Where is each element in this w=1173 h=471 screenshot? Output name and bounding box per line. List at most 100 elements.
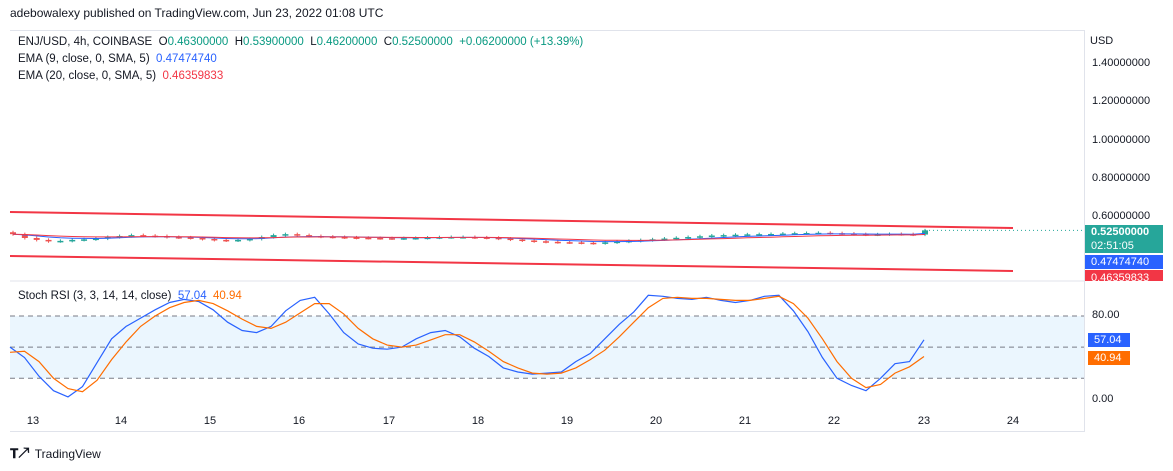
ema20-legend: EMA (20, close, 0, SMA, 5) 0.46359833: [18, 70, 223, 82]
currency-label: USD: [1090, 35, 1114, 47]
x-tick: 15: [203, 415, 217, 427]
candle-body: [768, 233, 775, 236]
rsi-tick-80: 80.00: [1092, 309, 1120, 321]
candle-body: [566, 242, 573, 244]
ohlc-close-label: C: [383, 36, 393, 48]
candle-body: [578, 242, 585, 244]
ema9-label: EMA (9, close, 0, SMA, 5): [18, 53, 150, 65]
ohlc-low-value: 0.46200000: [316, 36, 378, 48]
candle-body: [92, 238, 99, 241]
footer-brand[interactable]: 𝐓↗ TradingView: [10, 446, 101, 462]
candle-body: [424, 237, 431, 240]
candle-body: [223, 239, 230, 242]
candle-body: [353, 237, 360, 239]
x-tick: 17: [382, 415, 396, 427]
candle-body: [791, 233, 798, 235]
x-tick: 18: [471, 415, 485, 427]
ema20-price-tag: 0.46359833: [1085, 270, 1163, 281]
ohlc-low-label: L: [310, 36, 317, 48]
candle-body: [175, 237, 182, 239]
price-tick: 1.40000000: [1092, 57, 1151, 69]
candle-body: [661, 238, 668, 241]
ema20-line: [12, 233, 926, 241]
candle-body: [483, 237, 490, 239]
candle-body: [377, 237, 384, 240]
tradingview-logo-icon: 𝐓↗: [10, 446, 29, 461]
chart-frame: [10, 30, 1085, 432]
candle-body: [602, 242, 609, 244]
candle-body: [708, 235, 715, 238]
candle-body: [744, 234, 751, 236]
candle-body: [270, 235, 277, 238]
stoch-d-tag: 40.94: [1088, 351, 1130, 365]
candle-body: [81, 239, 88, 241]
last-price-value: 0.52500000: [1091, 226, 1150, 238]
x-tick: 13: [26, 415, 40, 427]
candle-body: [45, 239, 52, 242]
price-tick: 0.60000000: [1092, 210, 1151, 222]
candle-body: [329, 236, 336, 239]
price-tick: 1.20000000: [1092, 95, 1151, 107]
candle-body: [57, 240, 64, 243]
publish-line: adebowalexy published on TradingView.com…: [10, 6, 384, 20]
ema9-price-tag: 0.47474740: [1085, 255, 1163, 269]
symbol-legend: ENJ/USD, 4h, COINBASE O0.46300000 H0.539…: [18, 36, 583, 48]
symbol-label: ENJ/USD, 4h, COINBASE: [18, 36, 153, 48]
candle-body: [246, 238, 253, 241]
candle-body: [803, 233, 810, 235]
candle-body: [69, 239, 76, 242]
candle-body: [306, 235, 313, 237]
x-tick: 16: [292, 415, 306, 427]
brand-label: TradingView: [34, 447, 101, 461]
candle-body: [10, 232, 16, 235]
x-tick: 23: [917, 415, 931, 427]
candle-body: [756, 234, 763, 236]
candle-body: [732, 234, 739, 237]
x-tick: 14: [114, 415, 128, 427]
candle-body: [507, 238, 514, 241]
ohlc-high-label: H: [234, 36, 244, 48]
candle-body: [815, 232, 822, 235]
candle-body: [128, 235, 135, 237]
x-tick: 20: [649, 415, 663, 427]
rsi-tick-0: 0.00: [1092, 393, 1114, 405]
stoch-k-value: 57.04: [177, 290, 207, 302]
price-tick: 1.00000000: [1092, 134, 1151, 146]
stoch-k-tag: 57.04: [1088, 333, 1130, 347]
candle-body: [400, 238, 407, 240]
candle-body: [389, 238, 396, 240]
channel-lower-line: [9, 255, 1014, 272]
candle-body: [554, 241, 561, 244]
candle-body: [696, 236, 703, 238]
candle-body: [140, 235, 147, 237]
candle-body: [341, 237, 348, 239]
x-tick: 21: [738, 415, 752, 427]
candle-body: [235, 239, 242, 242]
candle-body: [590, 242, 597, 245]
ohlc-open-value: 0.46300000: [167, 36, 229, 48]
ema20-value: 0.46359833: [162, 70, 224, 82]
candle-body: [211, 238, 218, 241]
stoch-label: Stoch RSI (3, 3, 14, 14, close): [18, 290, 172, 302]
candle-body: [673, 237, 680, 240]
candle-body: [187, 237, 194, 239]
ohlc-close-value: 0.52500000: [392, 36, 453, 48]
price-tick: 0.80000000: [1092, 172, 1151, 184]
stoch-d-value: 40.94: [212, 290, 242, 302]
candle-body: [685, 237, 692, 239]
candle-body: [779, 233, 786, 236]
candle-body: [282, 234, 289, 236]
candle-body: [922, 230, 928, 235]
candle-body: [495, 237, 502, 240]
ohlc-high-value: 0.53900000: [243, 36, 304, 48]
channel-upper-line: [9, 211, 1014, 229]
candle-body: [614, 241, 621, 244]
ohlc-open-label: O: [158, 36, 168, 48]
stoch-legend: Stoch RSI (3, 3, 14, 14, close) 57.04 40…: [18, 290, 242, 302]
stoch-k-line: [9, 294, 925, 398]
candle-body: [542, 241, 549, 243]
candle-body: [531, 240, 538, 242]
countdown-value: 02:51:05: [1091, 240, 1134, 252]
x-tick: 22: [827, 415, 841, 427]
